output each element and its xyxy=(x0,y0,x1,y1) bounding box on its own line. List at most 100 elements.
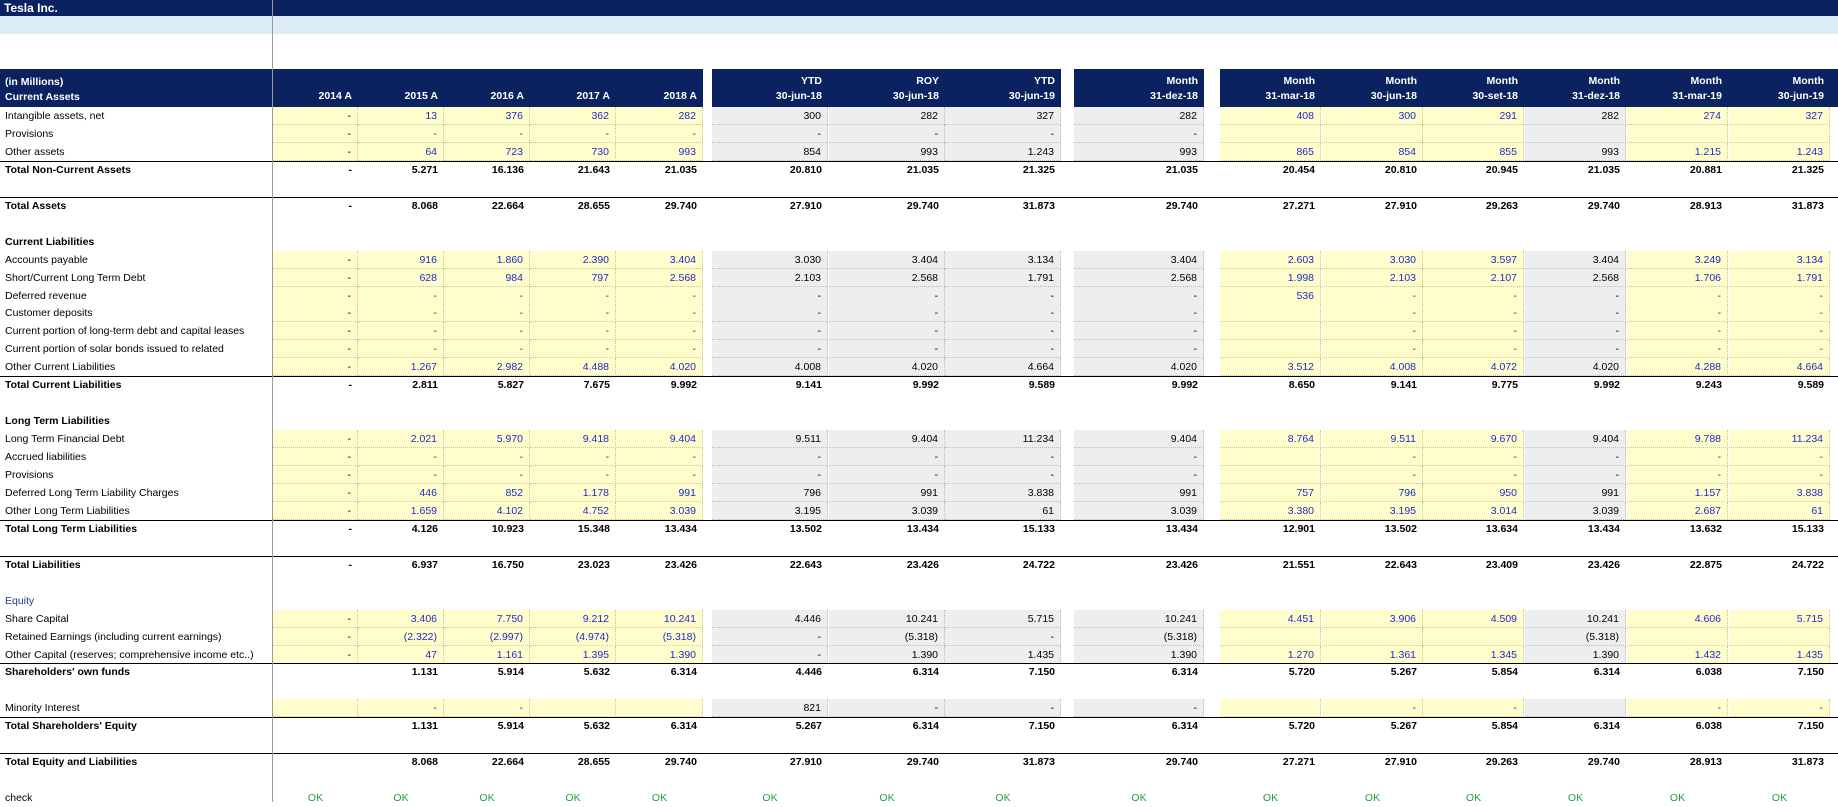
table-cell[interactable]: 1.345 xyxy=(1423,645,1524,664)
table-cell[interactable]: 64 xyxy=(358,142,444,161)
table-cell[interactable]: 29.740 xyxy=(906,199,939,212)
table-cell[interactable] xyxy=(1220,304,1321,323)
table-cell[interactable]: - xyxy=(273,268,358,287)
table-cell[interactable]: - xyxy=(444,124,530,143)
table-cell[interactable]: 1.243 xyxy=(945,142,1061,161)
table-cell[interactable]: 7.150 xyxy=(1028,720,1055,733)
table-cell[interactable]: OK xyxy=(307,792,324,805)
table-cell[interactable]: OK xyxy=(393,792,409,805)
table-cell[interactable]: 4.488 xyxy=(530,358,616,377)
table-cell[interactable]: - xyxy=(829,340,945,359)
table-cell[interactable]: - xyxy=(530,286,616,305)
table-cell[interactable]: 10.241 xyxy=(616,609,703,628)
table-cell[interactable] xyxy=(1220,627,1321,646)
table-cell[interactable]: 327 xyxy=(945,107,1061,125)
table-cell[interactable]: - xyxy=(273,609,358,628)
table-cell[interactable]: 5.267 xyxy=(1390,720,1417,733)
table-cell[interactable]: 29.263 xyxy=(1485,756,1518,769)
table-cell[interactable]: 3.030 xyxy=(1322,250,1423,269)
table-cell[interactable]: - xyxy=(945,466,1061,484)
table-cell[interactable]: 3.512 xyxy=(1220,358,1321,377)
table-cell[interactable]: OK xyxy=(1771,792,1788,805)
table-cell[interactable]: 2.103 xyxy=(1322,268,1423,287)
table-cell[interactable]: 3.039 xyxy=(1074,501,1204,520)
table-cell[interactable]: 757 xyxy=(1220,483,1321,502)
table-cell[interactable]: - xyxy=(1423,322,1524,341)
table-cell[interactable]: 23.426 xyxy=(1165,558,1198,571)
table-cell[interactable]: - xyxy=(712,466,828,484)
table-cell[interactable]: - xyxy=(945,627,1061,646)
table-cell[interactable]: - xyxy=(712,340,828,359)
table-cell[interactable]: 1.157 xyxy=(1627,483,1728,502)
table-cell[interactable]: - xyxy=(444,466,530,484)
table-cell[interactable]: - xyxy=(273,448,358,467)
table-cell[interactable]: 22.664 xyxy=(491,199,524,212)
table-cell[interactable]: 2.390 xyxy=(530,250,616,269)
table-cell[interactable]: 9.404 xyxy=(1525,430,1626,449)
table-cell[interactable]: - xyxy=(530,124,616,143)
table-cell[interactable]: - xyxy=(616,322,703,341)
table-cell[interactable]: - xyxy=(1074,340,1204,359)
table-cell[interactable]: 2.107 xyxy=(1423,268,1524,287)
table-cell[interactable]: 9.589 xyxy=(1028,379,1055,392)
table-cell[interactable]: - xyxy=(273,430,358,449)
table-cell[interactable]: - xyxy=(358,286,444,305)
table-cell[interactable]: 3.195 xyxy=(712,501,828,520)
table-cell[interactable]: 536 xyxy=(1220,286,1321,305)
table-cell[interactable]: - xyxy=(358,124,444,143)
table-cell[interactable]: 21.035 xyxy=(664,163,697,176)
table-cell[interactable]: 20.881 xyxy=(1689,163,1722,176)
table-cell[interactable]: - xyxy=(1423,466,1524,484)
table-cell[interactable]: - xyxy=(945,304,1061,323)
table-cell[interactable]: 4.126 xyxy=(411,522,438,535)
table-cell[interactable]: OK xyxy=(1131,792,1147,805)
table-cell[interactable]: 993 xyxy=(1525,142,1626,161)
table-cell[interactable]: 3.039 xyxy=(616,501,703,520)
table-cell[interactable]: 27.910 xyxy=(789,756,822,769)
table-cell[interactable]: 61 xyxy=(945,501,1061,520)
table-cell[interactable]: - xyxy=(616,466,703,484)
table-cell[interactable]: 730 xyxy=(530,142,616,161)
table-cell[interactable]: 7.150 xyxy=(1797,666,1824,679)
table-cell[interactable]: - xyxy=(829,322,945,341)
table-cell[interactable]: 21.035 xyxy=(1587,163,1620,176)
table-cell[interactable]: OK xyxy=(1567,792,1584,805)
table-cell[interactable]: - xyxy=(273,304,358,323)
table-cell[interactable]: 29.740 xyxy=(664,199,697,212)
table-cell[interactable]: 22.875 xyxy=(1689,558,1722,571)
table-cell[interactable]: 1.390 xyxy=(1525,645,1626,664)
table-cell[interactable]: - xyxy=(358,322,444,341)
table-cell[interactable]: - xyxy=(358,304,444,323)
table-cell[interactable]: 21.643 xyxy=(577,163,610,176)
table-cell[interactable]: 5.720 xyxy=(1288,666,1315,679)
table-cell[interactable]: 4.288 xyxy=(1627,358,1728,377)
table-cell[interactable]: 21.035 xyxy=(1165,163,1198,176)
table-cell[interactable]: 4.008 xyxy=(1322,358,1423,377)
table-cell[interactable]: 1.243 xyxy=(1729,142,1830,161)
table-cell[interactable]: - xyxy=(1074,699,1204,718)
table-cell[interactable]: 5.854 xyxy=(1491,666,1518,679)
table-cell[interactable]: - xyxy=(444,304,530,323)
table-cell[interactable]: - xyxy=(712,645,828,664)
table-cell[interactable]: 29.740 xyxy=(1587,756,1620,769)
table-cell[interactable]: 10.241 xyxy=(1074,609,1204,628)
table-cell[interactable]: 282 xyxy=(1525,107,1626,125)
table-cell[interactable] xyxy=(1220,322,1321,341)
table-cell[interactable]: 47 xyxy=(358,645,444,664)
table-cell[interactable]: 4.752 xyxy=(530,501,616,520)
table-cell[interactable]: 20.945 xyxy=(1485,163,1518,176)
table-cell[interactable]: - xyxy=(829,124,945,143)
table-cell[interactable]: 282 xyxy=(616,107,703,125)
table-cell[interactable]: 4.020 xyxy=(829,358,945,377)
table-cell[interactable]: 6.314 xyxy=(1171,720,1198,733)
table-cell[interactable]: 9.775 xyxy=(1491,379,1518,392)
table-cell[interactable]: 9.141 xyxy=(795,379,822,392)
table-cell[interactable]: 854 xyxy=(712,142,828,161)
table-cell[interactable]: 5.267 xyxy=(1390,666,1417,679)
table-cell[interactable]: 9.243 xyxy=(1695,379,1722,392)
table-cell[interactable] xyxy=(1220,448,1321,467)
table-cell[interactable]: 29.740 xyxy=(664,756,697,769)
table-cell[interactable]: 27.271 xyxy=(1282,756,1315,769)
table-cell[interactable]: 9.511 xyxy=(712,430,828,449)
table-cell[interactable]: - xyxy=(530,340,616,359)
